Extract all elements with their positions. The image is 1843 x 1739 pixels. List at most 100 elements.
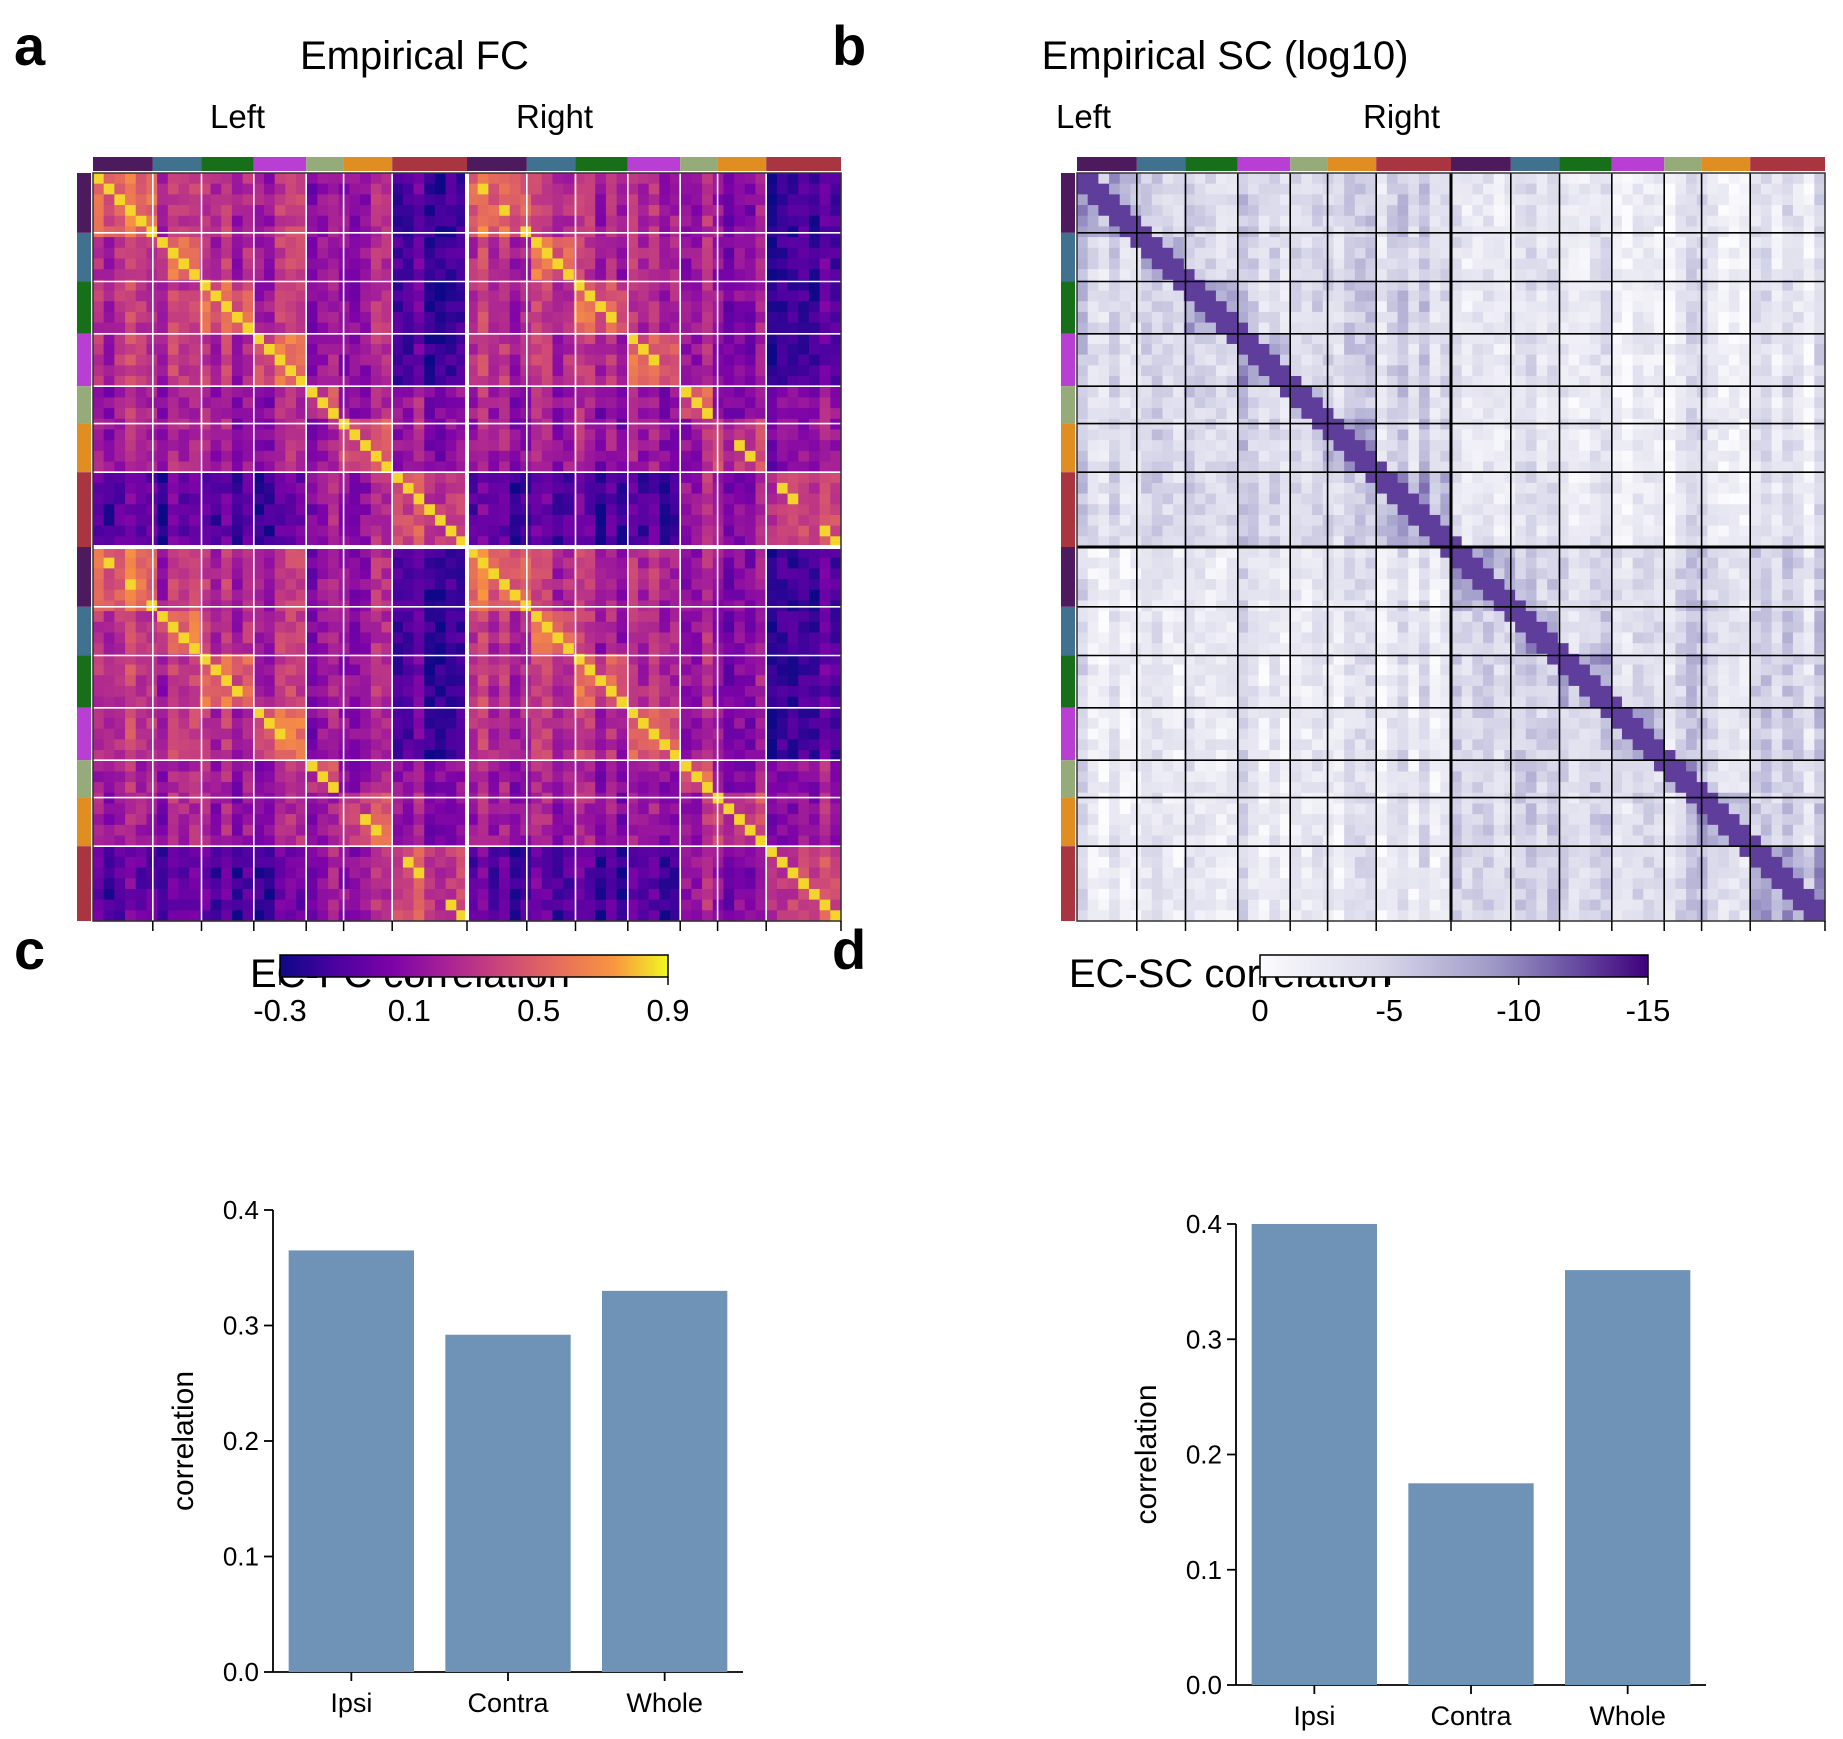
heatmap-cell: [830, 888, 842, 901]
heatmap-cell: [167, 632, 180, 644]
heatmap-cell: [263, 632, 276, 644]
heatmap-cell: [253, 290, 265, 302]
heatmap-cell: [370, 215, 383, 228]
heatmap-cell: [210, 782, 222, 794]
heatmap-cell: [755, 504, 767, 516]
heatmap-cell: [648, 194, 660, 206]
heatmap-cell: [413, 739, 425, 751]
heatmap-cell: [189, 215, 201, 228]
heatmap-cell: [114, 653, 126, 666]
heatmap-cell: [605, 525, 618, 537]
heatmap-cell: [573, 760, 586, 772]
heatmap-cell: [798, 429, 810, 441]
heatmap-cell: [189, 664, 201, 676]
heatmap-cell: [670, 739, 682, 751]
heatmap-cell: [424, 579, 436, 591]
heatmap-cell: [702, 247, 714, 260]
heatmap-cell: [531, 878, 543, 890]
heatmap-cell: [605, 568, 618, 580]
heatmap-cell: [274, 514, 286, 527]
heatmap-cell: [659, 333, 671, 345]
heatmap-cell: [776, 215, 789, 228]
heatmap-cell: [253, 514, 265, 527]
heatmap-cell: [766, 514, 778, 527]
heatmap-cell: [263, 792, 276, 805]
heatmap-cell: [221, 450, 233, 463]
heatmap-cell: [477, 504, 489, 516]
heatmap-cell: [595, 589, 607, 602]
heatmap-cell: [819, 258, 831, 270]
heatmap-cell: [413, 910, 425, 922]
heatmap-cell: [819, 514, 831, 527]
heatmap-cell: [808, 568, 821, 580]
heatmap-cell: [178, 343, 190, 356]
heatmap-cell: [221, 279, 233, 292]
heatmap-cell: [648, 856, 660, 869]
heatmap-cell: [392, 247, 404, 260]
heatmap-cell: [306, 493, 318, 505]
heatmap-cell: [702, 450, 714, 463]
heatmap-cell: [125, 461, 137, 473]
heatmap-cell: [531, 472, 543, 484]
heatmap-cell: [402, 365, 415, 377]
heatmap-cell: [509, 589, 522, 602]
heatmap-cell: [830, 418, 842, 431]
heatmap-cell: [189, 429, 201, 441]
heatmap-cell: [798, 301, 810, 313]
heatmap-cell: [755, 365, 767, 377]
heatmap-cell: [178, 707, 190, 719]
heatmap-cell: [808, 173, 821, 185]
heatmap-cell: [563, 557, 575, 569]
heatmap-cell: [456, 557, 468, 569]
heatmap-cell: [819, 440, 831, 452]
heatmap-cell: [456, 173, 468, 185]
heatmap-cell: [285, 771, 297, 783]
heatmap-cell: [808, 824, 821, 837]
heatmap-cell: [723, 739, 735, 751]
heatmap-cell: [573, 867, 586, 879]
heatmap-cell: [434, 579, 447, 591]
heatmap-cell: [263, 696, 276, 708]
heatmap-cell: [808, 728, 821, 740]
heatmap-cell: [776, 750, 789, 762]
heatmap-cell: [477, 311, 489, 324]
heatmap-cell: [424, 824, 436, 837]
heatmap-cell: [563, 792, 575, 805]
heatmap-cell: [189, 194, 201, 206]
heatmap-cell: [317, 782, 329, 794]
heatmap-cell: [723, 878, 735, 890]
heatmap-cell: [830, 621, 842, 634]
heatmap-cell: [798, 547, 810, 559]
heatmap-cell: [573, 856, 586, 869]
heatmap-cell: [370, 792, 383, 805]
heatmap-cell: [253, 589, 265, 602]
heatmap-cell: [167, 354, 180, 366]
network-strip-left: [77, 547, 91, 607]
network-strip-top: [766, 157, 841, 171]
heatmap-cell: [328, 279, 340, 292]
heatmap-cell: [830, 728, 842, 740]
heatmap-cell: [263, 899, 276, 911]
heatmap-cell: [114, 621, 126, 634]
heatmap-cell: [413, 258, 425, 270]
heatmap-cell: [434, 899, 447, 911]
heatmap-cell: [189, 792, 201, 805]
heatmap-cell: [734, 418, 746, 431]
heatmap-cell: [776, 290, 789, 302]
heatmap-cell: [424, 322, 436, 334]
network-strip-top: [306, 157, 344, 171]
heatmap-cell: [178, 461, 190, 473]
heatmap-cell: [648, 279, 660, 292]
heatmap-cell: [231, 418, 244, 431]
heatmap-cell: [296, 728, 308, 740]
heatmap-cell: [114, 803, 126, 815]
heatmap-cell: [328, 525, 340, 537]
heatmap-cell: [370, 493, 383, 505]
heatmap-cell: [349, 183, 361, 195]
heatmap-cell: [456, 386, 468, 398]
heatmap-cell: [274, 814, 286, 826]
heatmap-cell: [210, 632, 222, 644]
heatmap-cell: [178, 803, 190, 815]
heatmap-cell: [819, 782, 831, 794]
heatmap-cell: [349, 557, 361, 569]
